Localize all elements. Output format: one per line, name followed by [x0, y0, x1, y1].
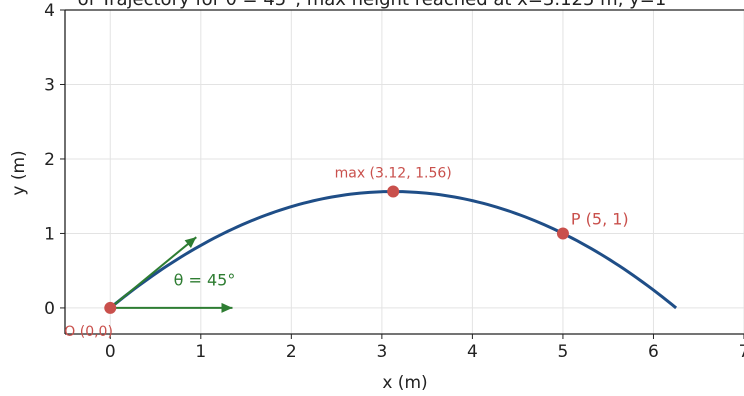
- x-tick-label: 6: [648, 342, 659, 362]
- points: O (0,0) max (3.12, 1.56) P (5, 1): [64, 166, 628, 340]
- velocity-vector: [109, 236, 197, 309]
- axes: [64, 9, 744, 335]
- y-tick-label: 1: [44, 224, 55, 244]
- point-max: [387, 185, 400, 198]
- point-label-P: P (5, 1): [571, 209, 629, 228]
- x-tick-label: 5: [558, 342, 569, 362]
- x-tick-label: 1: [195, 342, 206, 362]
- y-tick-label: 4: [44, 1, 55, 21]
- point-origin: [104, 301, 117, 314]
- vectors: θ = 45°: [109, 236, 236, 313]
- point-label-origin: O (0,0): [64, 324, 113, 340]
- point-label-max: max (3.12, 1.56): [335, 166, 452, 182]
- x-tick-label: 2: [286, 342, 297, 362]
- angle-label: θ = 45°: [174, 271, 236, 290]
- horizontal-arrowhead: [221, 302, 233, 313]
- x-tick-label: 3: [376, 342, 387, 362]
- y-tick-label: 2: [44, 150, 55, 170]
- chart-title: of Trajectory for θ = 45°, max height re…: [78, 0, 667, 10]
- x-tick-label: 0: [105, 342, 116, 362]
- velocity-arrowhead: [184, 237, 197, 249]
- x-axis-label: x (m): [382, 373, 427, 393]
- x-tick-label: 7: [739, 342, 744, 362]
- point-P: [556, 227, 569, 240]
- y-axis-label: y (m): [9, 150, 29, 195]
- y-tick-label: 0: [44, 299, 55, 319]
- y-tick-label: 3: [44, 75, 55, 95]
- ticks: 0 1 2 3 4 5 6 7 0 1 2 3 4: [44, 1, 744, 362]
- x-tick-label: 4: [467, 342, 478, 362]
